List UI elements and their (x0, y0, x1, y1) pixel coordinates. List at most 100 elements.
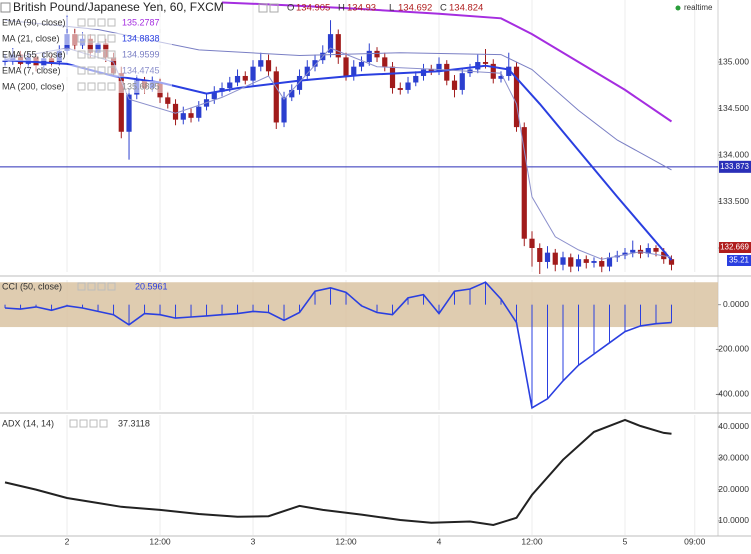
legend-icon[interactable] (87, 18, 96, 27)
legend-value: 135.2787 (122, 17, 160, 27)
candle-body (413, 75, 419, 83)
legend-icon[interactable] (69, 419, 78, 428)
y-tick-label: -200.000 (715, 344, 749, 354)
candle-body (265, 60, 272, 72)
candle-body (289, 89, 295, 98)
ohlc-value: 134.905 (296, 3, 330, 14)
candle-body (506, 66, 512, 76)
legend-icon[interactable] (97, 66, 106, 75)
legend-name: EMA (55, close) (2, 49, 66, 59)
adx-pane (4, 418, 672, 527)
level-label: 133.873 (720, 162, 749, 171)
legend-icon[interactable] (97, 82, 106, 91)
candle-body (606, 257, 613, 267)
candle-body (327, 34, 334, 53)
legend-icon[interactable] (77, 50, 86, 59)
candle-body (583, 259, 589, 263)
legend-icon[interactable] (79, 419, 88, 428)
cci-pane (0, 281, 718, 410)
legend-value: 135.6835 (122, 81, 160, 91)
legend-icon[interactable] (107, 66, 116, 75)
legend-icon[interactable] (77, 34, 86, 43)
candle-body (281, 97, 287, 123)
legend-icon[interactable] (87, 66, 96, 75)
ohlc-value: 134.692 (398, 3, 432, 14)
candle-body (537, 248, 543, 262)
y-tick-label: 30.0000 (718, 452, 749, 462)
candle-body (436, 63, 442, 72)
candle-body (482, 62, 489, 64)
candle-body (529, 238, 535, 249)
candle-body (273, 71, 279, 123)
candle-body (451, 80, 458, 90)
settings-icon[interactable] (258, 3, 268, 13)
legend-value: 20.5961 (135, 281, 168, 291)
legend-icon[interactable] (97, 18, 106, 27)
candle-body (351, 66, 357, 76)
legend-icon[interactable] (107, 282, 116, 291)
adx-line (4, 418, 672, 527)
x-tick-label: 12:00 (521, 536, 543, 546)
ohlc-value: 134.93 (347, 3, 376, 14)
y-tick-label: 40.0000 (718, 421, 749, 431)
legend-bg (0, 65, 172, 77)
ohlc-value: 134.824 (449, 3, 483, 14)
legend-icon[interactable] (97, 282, 106, 291)
legend-icon[interactable] (97, 34, 106, 43)
candle-body (622, 252, 628, 256)
legend-icon[interactable] (99, 419, 108, 428)
candle-body (234, 75, 241, 83)
candle-body (544, 252, 551, 262)
candle-body (196, 106, 202, 118)
candle-body (591, 261, 597, 263)
legend-bg (0, 33, 172, 45)
legend-icon[interactable] (107, 18, 116, 27)
y-tick-label: 134.500 (718, 103, 749, 113)
y-tick-label: 134.000 (718, 149, 749, 159)
x-tick-label: 3 (251, 536, 256, 546)
candle-body (211, 91, 217, 100)
legend-icon[interactable] (107, 50, 116, 59)
legend-icon[interactable] (77, 282, 86, 291)
legend-icon[interactable] (97, 50, 106, 59)
candle-body (312, 60, 318, 67)
legend-icon[interactable] (87, 82, 96, 91)
candle-body (513, 66, 520, 128)
candle-body (126, 94, 132, 132)
menu-icon[interactable] (0, 2, 11, 13)
y-tick-label: 20.0000 (718, 484, 749, 494)
candle-body (668, 259, 675, 265)
candle-body (568, 257, 574, 267)
legend-icon[interactable] (77, 66, 86, 75)
legend-icon[interactable] (89, 419, 98, 428)
candle-body (521, 127, 527, 239)
legend-icon[interactable] (87, 282, 96, 291)
candle-body (575, 259, 582, 267)
cursor-label-box (727, 255, 751, 266)
ohlc-label: H (338, 3, 345, 14)
candle-body (227, 82, 233, 89)
candle-body (498, 75, 504, 79)
candle-body (366, 50, 372, 63)
legend-icon[interactable] (107, 34, 116, 43)
legend-icon[interactable] (77, 82, 86, 91)
x-tick-label: 09:00 (684, 536, 706, 546)
settings-icon[interactable] (269, 3, 279, 13)
legend-icon[interactable] (107, 82, 116, 91)
y-tick-label: 135.000 (718, 56, 749, 66)
legend-icon[interactable] (77, 18, 86, 27)
cci-line (4, 281, 672, 410)
y-tick-label: -400.000 (715, 389, 749, 399)
legend-icon[interactable] (87, 50, 96, 59)
candle-body (645, 248, 651, 254)
candle-body (172, 103, 179, 120)
legend-icon[interactable] (87, 34, 96, 43)
y-tick-label: 0.0000 (723, 299, 749, 309)
legend-name: EMA (7, close) (2, 65, 61, 75)
candle-body (374, 50, 380, 58)
candle-body (444, 63, 450, 81)
x-tick-label: 12:00 (149, 536, 171, 546)
candle-body (258, 60, 264, 67)
